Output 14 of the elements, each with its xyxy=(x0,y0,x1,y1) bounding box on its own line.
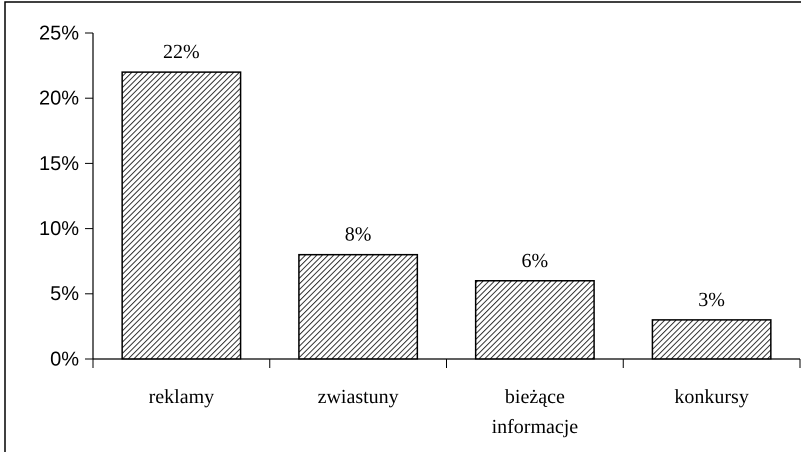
data-label: 22% xyxy=(163,41,200,64)
x-tick-label: zwiastuny xyxy=(318,386,399,408)
y-tick-label: 15% xyxy=(38,152,80,175)
data-label: 3% xyxy=(698,288,725,311)
x-tick-label: konkursy xyxy=(674,386,749,408)
y-tick-label: 10% xyxy=(38,218,80,240)
y-tick-label: 5% xyxy=(50,283,80,306)
y-tick-label: 0% xyxy=(50,348,80,370)
y-tick-label: 20% xyxy=(38,88,80,110)
x-tick-label: reklamy xyxy=(148,386,214,408)
data-label: 6% xyxy=(522,250,548,272)
x-tick-label: bieżące informacje xyxy=(492,386,578,438)
data-label: 8% xyxy=(344,224,372,246)
y-tick-label: 25% xyxy=(38,22,80,44)
